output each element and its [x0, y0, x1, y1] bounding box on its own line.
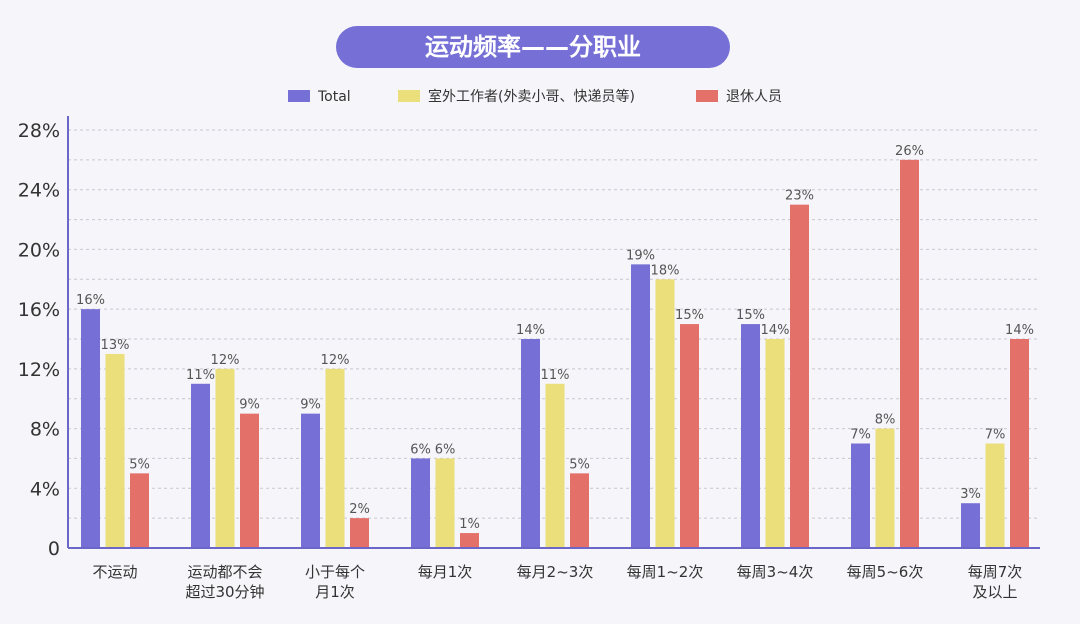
- data-label: 19%: [626, 248, 655, 263]
- bar: [191, 383, 210, 548]
- y-tick-label: 12%: [18, 359, 60, 381]
- bar: [240, 413, 259, 548]
- legend-label-2: 退休人员: [726, 89, 782, 105]
- data-label: 16%: [76, 293, 105, 308]
- bar: [875, 428, 895, 548]
- data-label: 12%: [211, 353, 240, 368]
- x-tick-label: 每周7次: [968, 563, 1023, 581]
- bar: [961, 503, 980, 548]
- bar: [985, 443, 1005, 548]
- data-label: 6%: [435, 442, 456, 457]
- x-tick-label: 月1次: [315, 583, 355, 601]
- x-tick-label: 每月1次: [418, 563, 473, 581]
- bar: [325, 368, 345, 548]
- bar: [521, 339, 540, 548]
- data-label: 2%: [349, 502, 370, 517]
- bar: [130, 473, 149, 548]
- data-label: 5%: [569, 457, 590, 472]
- data-label: 7%: [985, 428, 1006, 443]
- chart-title-group: 运动频率——分职业: [336, 26, 730, 68]
- data-label: 26%: [895, 144, 924, 159]
- x-tick-label: 不运动: [92, 563, 137, 581]
- bar: [741, 324, 760, 548]
- bar: [460, 533, 479, 548]
- bars: 16%13%5%11%12%9% 9%12%2%6% 6%1%14%11%5%19%…: [76, 144, 1034, 548]
- data-label: 9%: [239, 398, 260, 413]
- y-tick-label: 4%: [30, 478, 60, 500]
- data-label: 7%: [850, 428, 871, 443]
- bar: [435, 458, 455, 548]
- legend-label-1: 室外工作者(外卖小哥、快递员等): [428, 88, 635, 105]
- data-label: 18%: [651, 263, 680, 278]
- data-label: 15%: [675, 308, 704, 323]
- chart-title-pill: [336, 26, 730, 68]
- bar: [1010, 339, 1029, 548]
- x-tick-label: 每周3~4次: [737, 563, 814, 581]
- y-axis: 0 4% 8% 12% 16% 20% 24% 28%: [18, 116, 69, 560]
- legend-swatch-2: [696, 90, 718, 102]
- y-tick-label: 0: [48, 538, 60, 560]
- data-label: 5%: [129, 457, 150, 472]
- data-label: 14%: [516, 323, 545, 338]
- x-tick-label: 每周1~2次: [627, 563, 704, 581]
- bar: [215, 368, 235, 548]
- x-tick-label: 超过30分钟: [185, 583, 264, 601]
- data-label: 12%: [321, 353, 350, 368]
- data-label: 14%: [1005, 323, 1034, 338]
- bar: [680, 324, 699, 548]
- data-label: 11%: [186, 368, 215, 383]
- bar: [350, 518, 369, 548]
- bar: [105, 353, 125, 548]
- bar: [851, 443, 870, 548]
- data-label: 11%: [541, 368, 570, 383]
- x-tick-label: 小于每个: [305, 563, 365, 581]
- x-tick-label: 运动都不会: [187, 563, 262, 581]
- bar: [81, 309, 100, 548]
- y-tick-label: 8%: [30, 419, 60, 441]
- bar: [570, 473, 589, 548]
- bar: [900, 159, 919, 548]
- y-tick-label: 24%: [18, 180, 60, 202]
- data-label: 14%: [761, 323, 790, 338]
- data-label: 8%: [875, 413, 896, 428]
- y-tick-label: 16%: [18, 299, 60, 321]
- data-label: 15%: [736, 308, 765, 323]
- data-label: 1%: [459, 517, 480, 532]
- y-tick-label: 20%: [18, 239, 60, 261]
- bar: [655, 279, 675, 548]
- legend: Total 室外工作者(外卖小哥、快递员等) 退休人员: [288, 88, 782, 105]
- data-label: 3%: [960, 487, 981, 502]
- bar: [765, 339, 785, 548]
- bar: [631, 264, 650, 548]
- bar: [411, 458, 430, 548]
- legend-swatch-1: [398, 90, 420, 102]
- chart-title: 运动频率——分职业: [425, 33, 641, 61]
- data-label: 23%: [785, 189, 814, 204]
- bar: [790, 204, 809, 548]
- y-tick-label: 28%: [18, 120, 60, 142]
- data-label: 6%: [410, 442, 431, 457]
- legend-label-0: Total: [317, 89, 351, 105]
- data-label: 9%: [300, 398, 321, 413]
- x-tick-label: 每周5~6次: [847, 563, 924, 581]
- x-tick-label: 每月2~3次: [517, 563, 594, 581]
- legend-swatch-0: [288, 90, 310, 102]
- x-tick-label: 及以上: [972, 583, 1017, 601]
- bar: [545, 383, 565, 548]
- data-label: 13%: [101, 338, 130, 353]
- bar: [301, 413, 320, 548]
